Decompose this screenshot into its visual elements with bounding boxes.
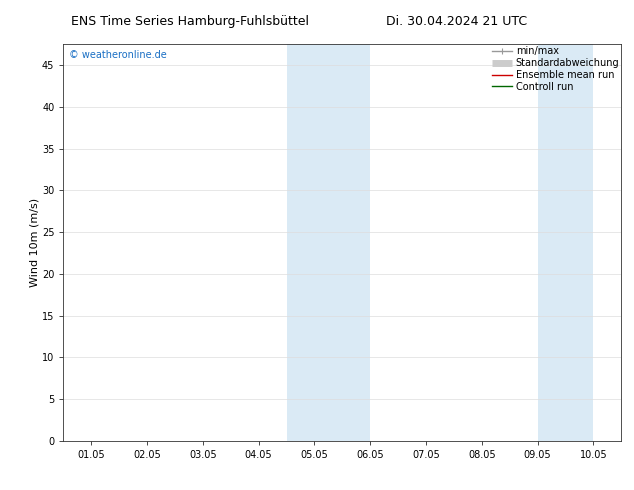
Bar xyxy=(566,44,593,441)
Legend: min/max, Standardabweichung, Ensemble mean run, Controll run: min/max, Standardabweichung, Ensemble me… xyxy=(493,46,619,92)
Text: Di. 30.04.2024 21 UTC: Di. 30.04.2024 21 UTC xyxy=(386,15,527,28)
Y-axis label: Wind 10m (m/s): Wind 10m (m/s) xyxy=(29,198,39,287)
Text: ENS Time Series Hamburg-Fuhlsbüttel: ENS Time Series Hamburg-Fuhlsbüttel xyxy=(71,15,309,28)
Text: © weatheronline.de: © weatheronline.de xyxy=(69,50,167,60)
Bar xyxy=(287,44,314,441)
Bar xyxy=(314,44,370,441)
Bar xyxy=(538,44,566,441)
